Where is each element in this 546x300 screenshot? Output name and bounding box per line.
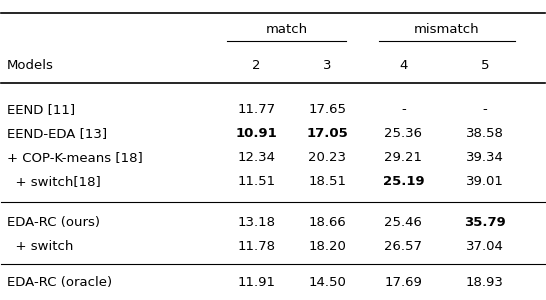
Text: 18.20: 18.20 <box>308 240 346 253</box>
Text: -: - <box>483 103 487 116</box>
Text: 11.77: 11.77 <box>238 103 276 116</box>
Text: 38.58: 38.58 <box>466 127 504 140</box>
Text: Models: Models <box>7 59 54 72</box>
Text: + switch: + switch <box>7 240 73 253</box>
Text: mismatch: mismatch <box>414 23 479 36</box>
Text: 35.79: 35.79 <box>464 216 506 229</box>
Text: 18.66: 18.66 <box>308 216 346 229</box>
Text: 14.50: 14.50 <box>308 276 346 289</box>
Text: 39.34: 39.34 <box>466 151 504 164</box>
Text: EEND [11]: EEND [11] <box>7 103 75 116</box>
Text: 20.23: 20.23 <box>308 151 346 164</box>
Text: 18.51: 18.51 <box>308 175 346 188</box>
Text: 39.01: 39.01 <box>466 175 504 188</box>
Text: 10.91: 10.91 <box>236 127 277 140</box>
Text: 13.18: 13.18 <box>238 216 276 229</box>
Text: 11.78: 11.78 <box>238 240 276 253</box>
Text: 2: 2 <box>252 59 261 72</box>
Text: + COP-K-means [18]: + COP-K-means [18] <box>7 151 143 164</box>
Text: 18.93: 18.93 <box>466 276 504 289</box>
Text: 4: 4 <box>399 59 407 72</box>
Text: 17.05: 17.05 <box>306 127 348 140</box>
Text: 25.36: 25.36 <box>384 127 423 140</box>
Text: 5: 5 <box>480 59 489 72</box>
Text: 26.57: 26.57 <box>384 240 423 253</box>
Text: match: match <box>265 23 307 36</box>
Text: + switch[18]: + switch[18] <box>7 175 100 188</box>
Text: -: - <box>401 103 406 116</box>
Text: 11.51: 11.51 <box>238 175 276 188</box>
Text: EEND-EDA [13]: EEND-EDA [13] <box>7 127 107 140</box>
Text: EDA-RC (oracle): EDA-RC (oracle) <box>7 276 112 289</box>
Text: 3: 3 <box>323 59 331 72</box>
Text: 12.34: 12.34 <box>238 151 276 164</box>
Text: 17.65: 17.65 <box>308 103 346 116</box>
Text: 17.69: 17.69 <box>384 276 422 289</box>
Text: EDA-RC (ours): EDA-RC (ours) <box>7 216 100 229</box>
Text: 37.04: 37.04 <box>466 240 504 253</box>
Text: 29.21: 29.21 <box>384 151 423 164</box>
Text: 11.91: 11.91 <box>238 276 276 289</box>
Text: 25.46: 25.46 <box>384 216 422 229</box>
Text: 25.19: 25.19 <box>383 175 424 188</box>
